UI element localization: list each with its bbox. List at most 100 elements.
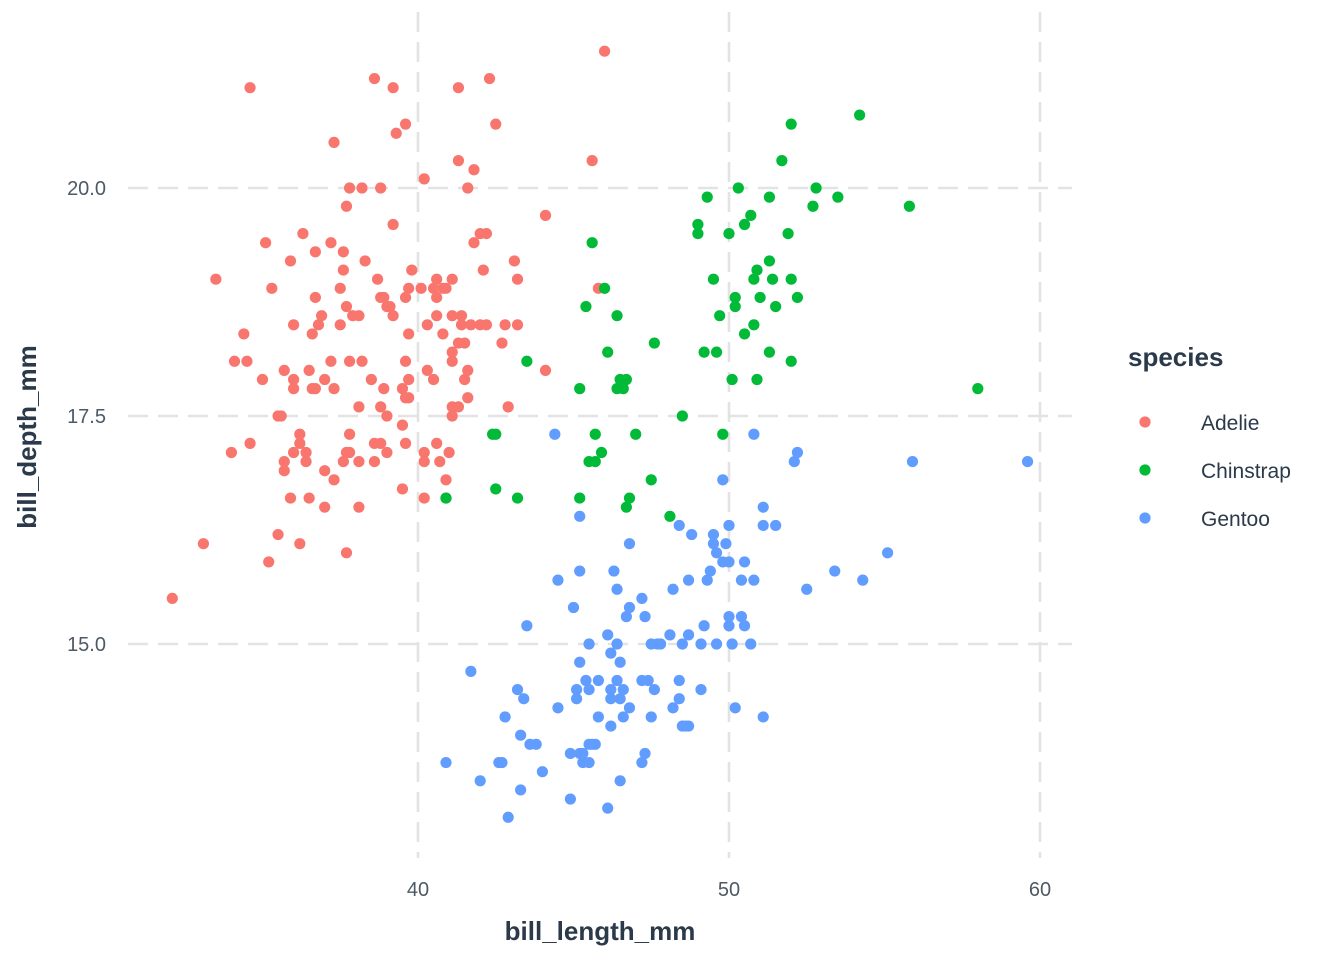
x-axis-title: bill_length_mm <box>505 916 696 946</box>
point-chinstrap <box>723 228 735 240</box>
point-gentoo <box>745 638 757 650</box>
point-adelie <box>446 273 458 285</box>
point-gentoo <box>801 583 813 595</box>
point-chinstrap <box>745 209 757 221</box>
point-chinstrap <box>595 446 608 459</box>
point-gentoo <box>511 684 524 696</box>
point-chinstrap <box>807 200 819 212</box>
point-adelie <box>468 164 480 176</box>
point-adelie <box>228 355 241 367</box>
point-gentoo <box>574 510 586 522</box>
point-gentoo <box>617 684 629 696</box>
point-chinstrap <box>782 228 794 240</box>
point-gentoo <box>642 674 654 687</box>
point-chinstrap <box>751 264 763 276</box>
point-adelie <box>306 328 318 340</box>
point-adelie <box>465 319 477 331</box>
point-gentoo <box>1021 456 1034 468</box>
point-adelie <box>244 82 256 94</box>
point-chinstrap <box>611 310 623 322</box>
point-adelie <box>343 355 356 367</box>
point-gentoo <box>623 601 636 614</box>
point-adelie <box>539 364 552 376</box>
point-gentoo <box>620 611 632 623</box>
y-axis-title: bill_depth_mm <box>12 345 42 528</box>
point-adelie <box>288 446 300 459</box>
point-adelie <box>477 264 489 276</box>
legend-label-adelie: Adelie <box>1201 412 1259 435</box>
point-gentoo <box>614 656 626 668</box>
point-adelie <box>340 300 353 313</box>
point-adelie <box>418 446 430 459</box>
point-adelie <box>399 291 412 304</box>
point-adelie <box>353 456 365 468</box>
point-chinstrap <box>692 218 704 231</box>
point-adelie <box>334 319 346 331</box>
point-chinstrap <box>738 218 751 231</box>
point-chinstrap <box>710 346 723 358</box>
point-adelie <box>315 310 328 322</box>
point-gentoo <box>571 693 583 705</box>
point-chinstrap <box>785 355 797 367</box>
point-gentoo <box>720 538 732 550</box>
point-gentoo <box>583 638 595 650</box>
point-adelie <box>343 182 356 194</box>
point-gentoo <box>614 775 626 787</box>
series-gentoo <box>440 428 1034 823</box>
point-gentoo <box>611 583 623 595</box>
point-chinstrap <box>620 501 632 513</box>
point-adelie <box>353 401 365 413</box>
point-gentoo <box>617 711 629 723</box>
point-adelie <box>440 282 452 294</box>
point-adelie <box>396 419 409 431</box>
point-adelie <box>462 364 474 376</box>
point-gentoo <box>645 711 657 723</box>
point-adelie <box>539 209 552 221</box>
point-adelie <box>418 173 430 185</box>
point-gentoo <box>518 693 530 705</box>
point-adelie <box>375 437 387 449</box>
series-adelie <box>166 45 611 605</box>
point-gentoo <box>788 456 800 468</box>
point-adelie <box>359 255 371 267</box>
point-chinstrap <box>574 383 586 395</box>
point-gentoo <box>648 684 660 696</box>
point-adelie <box>356 182 368 194</box>
point-chinstrap <box>903 200 915 212</box>
legend-title: species <box>1128 342 1223 372</box>
point-adelie <box>244 437 256 449</box>
point-gentoo <box>738 620 751 632</box>
point-adelie <box>288 383 300 395</box>
point-adelie <box>284 255 297 267</box>
point-gentoo <box>496 756 508 769</box>
point-adelie <box>328 136 340 148</box>
point-chinstrap <box>748 273 760 285</box>
legend-key-adelie <box>1139 416 1151 428</box>
point-adelie <box>340 200 353 212</box>
point-gentoo <box>673 693 685 705</box>
point-adelie <box>427 373 440 386</box>
point-adelie <box>303 492 315 504</box>
gridlines <box>128 12 1072 858</box>
point-gentoo <box>605 684 617 696</box>
point-adelie <box>300 456 312 468</box>
point-chinstrap <box>770 300 782 313</box>
point-gentoo <box>707 528 720 541</box>
point-adelie <box>403 282 415 294</box>
legend: species Adelie Chinstrap Gentoo <box>1128 342 1291 531</box>
point-chinstrap <box>586 237 598 249</box>
point-chinstrap <box>602 346 614 358</box>
point-adelie <box>387 82 399 94</box>
point-adelie <box>278 465 290 477</box>
point-adelie <box>166 592 178 605</box>
point-gentoo <box>574 565 586 577</box>
point-gentoo <box>611 638 623 650</box>
point-gentoo <box>502 811 514 823</box>
point-gentoo <box>521 620 533 632</box>
point-gentoo <box>717 474 729 486</box>
point-gentoo <box>676 638 688 650</box>
point-adelie <box>378 383 390 395</box>
point-adelie <box>288 319 300 331</box>
point-adelie <box>440 474 452 486</box>
point-adelie <box>406 264 418 276</box>
